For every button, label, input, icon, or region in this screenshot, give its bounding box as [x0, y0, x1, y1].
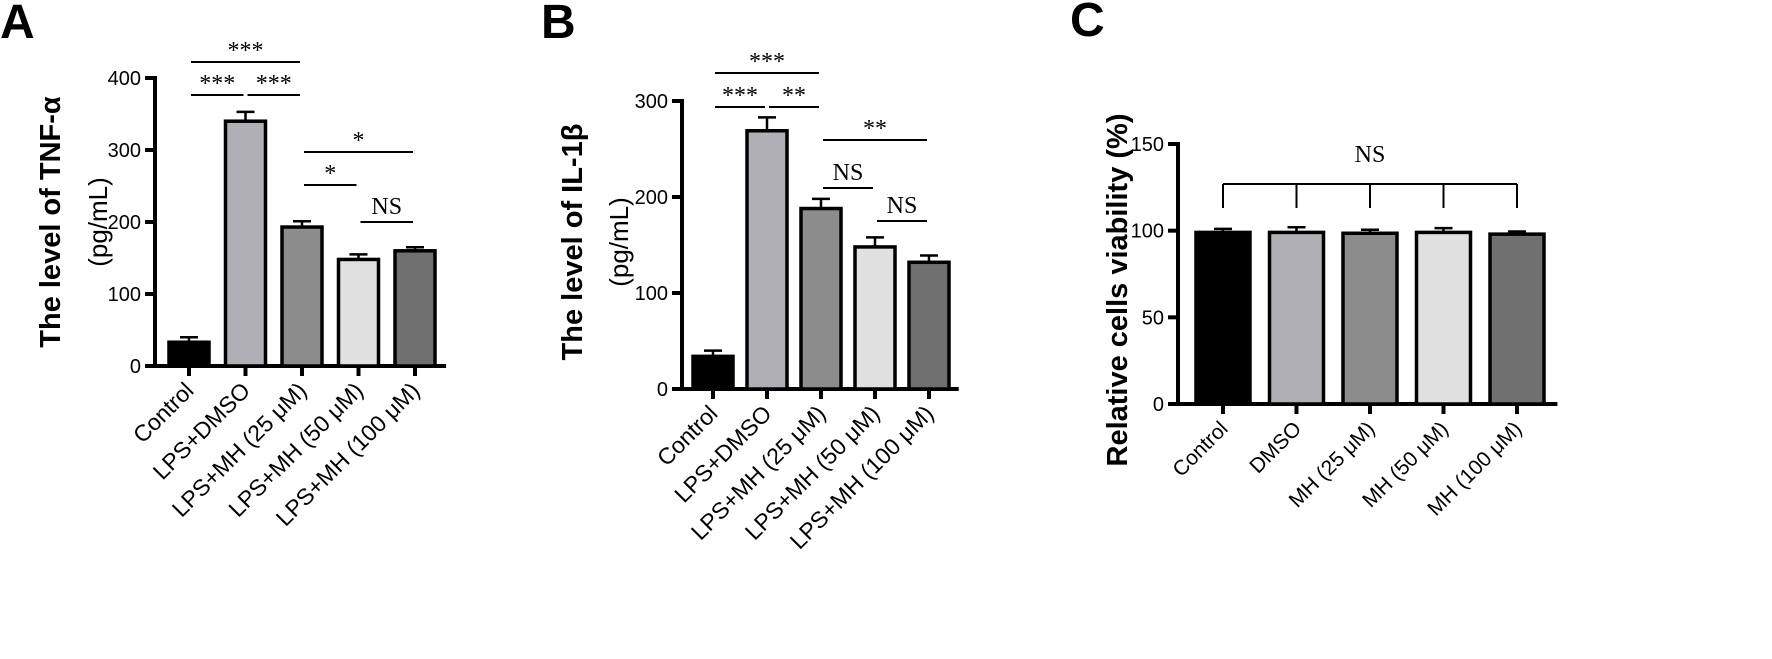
- bar: [1414, 230, 1473, 406]
- bar: [1194, 230, 1252, 406]
- bar: [853, 245, 897, 391]
- y-axis-unit: (pg/mL): [83, 177, 113, 267]
- y-tick-label: 200: [635, 187, 668, 209]
- bar: [907, 260, 951, 391]
- bar: [223, 119, 268, 368]
- x-tick-label: Control: [1168, 417, 1232, 481]
- significance-label: NS: [1355, 142, 1386, 168]
- panel-c: C Relative cells viability (%) 0 50 100 150 Co…: [1070, 0, 1558, 520]
- bar: [1267, 230, 1326, 406]
- y-tick-label: 100: [108, 284, 141, 306]
- y-tick-label: 0: [130, 356, 141, 378]
- y-tick-label: 0: [1153, 394, 1164, 416]
- y-tick-label: 150: [1131, 134, 1164, 156]
- significance-label: NS: [833, 160, 864, 186]
- panel-letter: C: [1070, 0, 1105, 47]
- bar: [745, 129, 789, 391]
- panel-letter: A: [0, 0, 35, 49]
- significance-label: NS: [371, 194, 402, 220]
- significance-label: **: [863, 116, 887, 142]
- y-tick-label: 400: [108, 68, 141, 90]
- bar: [1341, 231, 1399, 406]
- y-axis-unit: (pg/mL): [604, 197, 634, 287]
- x-tick-label: DMSO: [1245, 417, 1306, 478]
- bar: [336, 257, 381, 368]
- y-tick-label: 300: [108, 140, 141, 162]
- y-tick-label: 50: [1142, 307, 1164, 329]
- significance-label: NS: [887, 193, 918, 219]
- bar: [393, 249, 437, 368]
- significance-label: ***: [256, 71, 292, 97]
- significance-label: *: [324, 161, 336, 187]
- significance-label: ***: [749, 49, 785, 75]
- y-tick-label: 100: [1131, 221, 1164, 243]
- significance-label: ***: [722, 83, 758, 109]
- significance-label: *: [353, 128, 365, 154]
- bar: [1488, 232, 1546, 406]
- bar: [691, 354, 735, 391]
- y-axis-label: Relative cells viability (%): [1102, 114, 1134, 467]
- y-tick-label: 300: [635, 91, 668, 113]
- bar: [799, 206, 843, 391]
- bar: [167, 340, 211, 368]
- y-axis-label: The level of TNF-α: [35, 96, 67, 348]
- significance-label: **: [782, 83, 806, 109]
- y-tick-label: 100: [635, 283, 668, 305]
- y-tick-label: 0: [657, 379, 668, 401]
- y-tick-label: 200: [108, 212, 141, 234]
- significance-label: ***: [199, 71, 235, 97]
- significance-label: ***: [228, 38, 264, 64]
- y-axis-label: The level of IL-1β: [557, 124, 589, 361]
- panel-letter: B: [541, 0, 576, 49]
- bar: [280, 225, 324, 368]
